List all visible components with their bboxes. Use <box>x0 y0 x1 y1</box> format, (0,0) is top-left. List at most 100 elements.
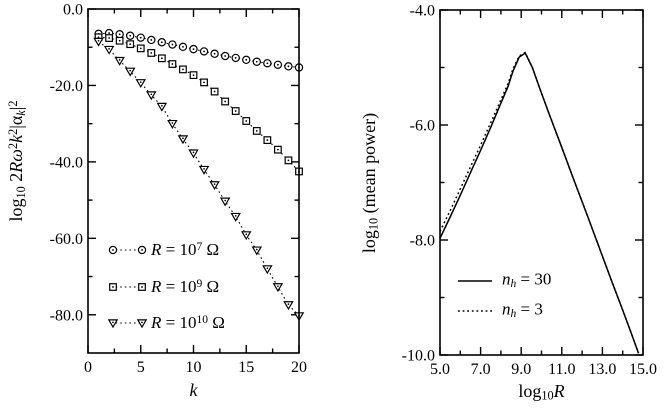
plot-frame <box>439 9 644 356</box>
mode-spectrum-plot: 0 5 10 15 20 0.0 -20.0 -40.0 -60.0 -80.0 <box>50 2 307 377</box>
series-line-R-1e9 <box>98 36 300 172</box>
marker-center-dot <box>192 48 195 51</box>
series-line-nh-30 <box>439 52 640 354</box>
marker-center-dot <box>129 43 132 46</box>
marker-center-dot <box>139 81 142 83</box>
marker-center-dot <box>287 159 290 162</box>
triangle-down-marker-icon <box>272 283 284 293</box>
marker-center-dot <box>213 183 216 185</box>
marker-center-dot <box>182 68 184 71</box>
marker-center-dot <box>277 148 279 151</box>
triangle-down-marker-icon <box>136 319 148 329</box>
marker-center-dot <box>160 57 163 60</box>
marker-center-dot <box>245 58 248 61</box>
marker-center-dot <box>108 32 110 34</box>
marker-center-dot <box>112 249 114 251</box>
marker-center-dot <box>171 122 174 124</box>
marker-center-dot <box>266 62 269 65</box>
marker-center-dot <box>139 47 142 50</box>
marker-center-dot <box>161 104 163 107</box>
marker-center-dot <box>118 39 121 42</box>
marker-center-dot <box>141 249 143 251</box>
marker-center-dot <box>224 199 226 202</box>
marker-center-dot <box>150 52 153 54</box>
marker-center-dot <box>139 36 142 39</box>
x-tick-label: 20 <box>291 359 307 376</box>
marker-center-dot <box>277 285 279 288</box>
x-tick-label: 5.0 <box>430 361 450 378</box>
marker-center-dot <box>141 286 143 288</box>
marker-center-dot <box>255 130 258 132</box>
marker-center-dot <box>171 43 174 46</box>
marker-center-dot <box>118 33 121 36</box>
triangle-down-marker-icon <box>251 246 263 256</box>
y-tick-label: -20.0 <box>50 78 83 95</box>
marker-center-dot <box>97 39 100 42</box>
marker-center-dot <box>277 63 279 66</box>
marker-center-dot <box>224 55 227 57</box>
marker-center-dot <box>245 233 248 236</box>
marker-center-dot <box>192 151 195 154</box>
triangle-down-marker-icon <box>135 79 146 89</box>
triangle-down-marker-icon <box>156 102 168 112</box>
plot-frame <box>87 8 300 354</box>
y-tick-label: -8.0 <box>410 233 435 250</box>
y-tick-label: 0.0 <box>63 2 83 19</box>
marker-center-dot <box>129 34 132 37</box>
triangle-down-marker-icon <box>146 91 157 101</box>
marker-center-dot <box>182 45 184 48</box>
triangle-down-marker-icon <box>107 319 119 329</box>
marker-center-dot <box>150 93 153 96</box>
triangle-down-marker-icon <box>219 197 231 207</box>
triangle-down-marker-icon <box>124 67 136 77</box>
marker-center-dot <box>182 137 184 140</box>
series-line-nh-3 <box>439 51 640 354</box>
x-tick-label: 7.0 <box>471 361 491 378</box>
x-tick-label: 15.0 <box>629 361 657 378</box>
marker-center-dot <box>203 81 205 84</box>
x-tick-label: 9.0 <box>511 361 531 378</box>
marker-center-dot <box>108 37 110 39</box>
marker-center-dot <box>266 139 269 142</box>
marker-center-dot <box>213 90 216 93</box>
x-tick-label: 15 <box>238 359 254 376</box>
triangle-down-marker-icon <box>103 45 115 55</box>
marker-center-dot <box>112 321 114 324</box>
triangle-down-marker-icon <box>209 181 220 191</box>
y-tick-label: -4.0 <box>410 3 435 20</box>
marker-center-dot <box>245 120 248 122</box>
triangle-down-marker-icon <box>230 212 241 222</box>
x-tick-label: 10 <box>186 359 202 376</box>
marker-center-dot <box>287 65 290 68</box>
triangle-down-marker-icon <box>198 165 210 175</box>
x-tick-label: 0 <box>84 359 92 376</box>
y-tick-label: -40.0 <box>50 154 83 171</box>
marker-center-dot <box>287 303 290 305</box>
y-tick-label: -80.0 <box>50 307 83 324</box>
x-tick-label: 11.0 <box>548 361 575 378</box>
marker-center-dot <box>255 60 258 63</box>
marker-center-dot <box>213 52 216 55</box>
marker-center-dot <box>112 286 114 288</box>
triangle-down-marker-icon <box>283 301 294 311</box>
x-tick-label: 5 <box>137 359 145 376</box>
triangle-down-marker-icon <box>177 135 189 145</box>
triangle-down-marker-icon <box>167 119 178 129</box>
marker-center-dot <box>118 59 121 61</box>
y-tick-label: -60.0 <box>50 231 83 248</box>
series-line-R-1e10 <box>98 41 300 317</box>
marker-center-dot <box>234 57 237 59</box>
marker-center-dot <box>266 267 269 270</box>
x-tick-label: 13.0 <box>588 361 616 378</box>
marker-center-dot <box>150 39 153 41</box>
triangle-down-marker-icon <box>93 37 104 47</box>
marker-center-dot <box>255 248 258 251</box>
triangle-down-marker-icon <box>241 231 252 241</box>
marker-center-dot <box>234 214 237 217</box>
marker-center-dot <box>108 47 110 50</box>
marker-center-dot <box>224 100 227 103</box>
mean-power-plot: 5.0 7.0 9.0 11.0 13.0 15.0 -4.0 -6.0 -8.0 -10.0 <box>402 3 657 379</box>
marker-center-dot <box>97 36 100 39</box>
